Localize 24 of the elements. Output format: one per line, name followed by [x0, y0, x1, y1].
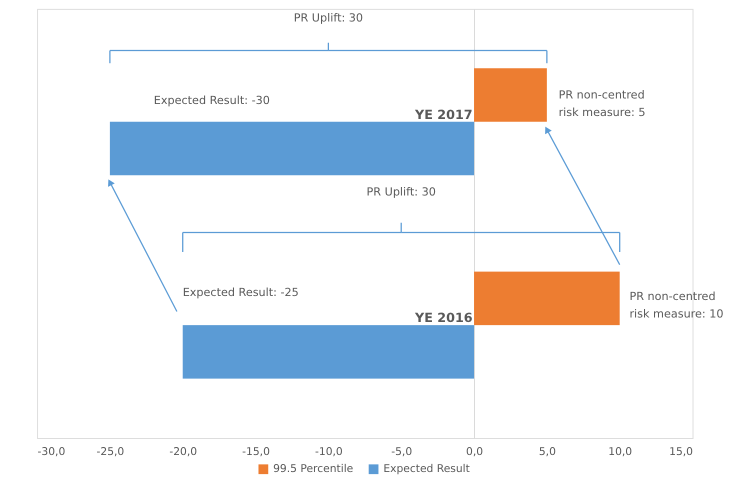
annotation: PR non-centred risk measure: 10: [629, 290, 724, 320]
bar: [182, 325, 474, 379]
legend-label: 99.5 Percentile: [273, 462, 354, 476]
annotation: Expected Result: -25: [182, 286, 299, 299]
x-tick-label: -15,0: [242, 445, 270, 458]
legend-label: Expected Result: [383, 462, 470, 476]
bar: [474, 272, 620, 326]
bar: [110, 122, 474, 176]
annotation: Expected Result: -30: [154, 94, 270, 108]
annotation: PR Uplift: 30: [366, 185, 436, 198]
x-tick-label: -5,0: [391, 445, 412, 458]
x-tick-label: -30,0: [38, 445, 66, 458]
y-tick-label: YE 2016: [414, 310, 473, 326]
x-tick-label: -10,0: [315, 445, 343, 458]
y-tick-label: YE 2017: [414, 106, 473, 122]
annotation: PR Uplift: 30: [294, 11, 364, 24]
x-tick-label: -25,0: [96, 445, 124, 458]
annotation: PR non-centred risk measure: 5: [558, 88, 646, 119]
x-tick-label: 5,0: [538, 445, 556, 458]
bar: [474, 68, 547, 122]
x-tick-label: 15,0: [669, 445, 694, 458]
x-tick-label: 10,0: [608, 445, 632, 458]
x-tick-label: -20,0: [169, 445, 198, 458]
x-tick-label: 0,0: [466, 445, 484, 458]
